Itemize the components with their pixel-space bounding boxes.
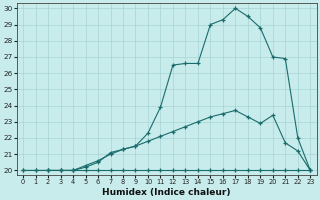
- X-axis label: Humidex (Indice chaleur): Humidex (Indice chaleur): [102, 188, 231, 197]
